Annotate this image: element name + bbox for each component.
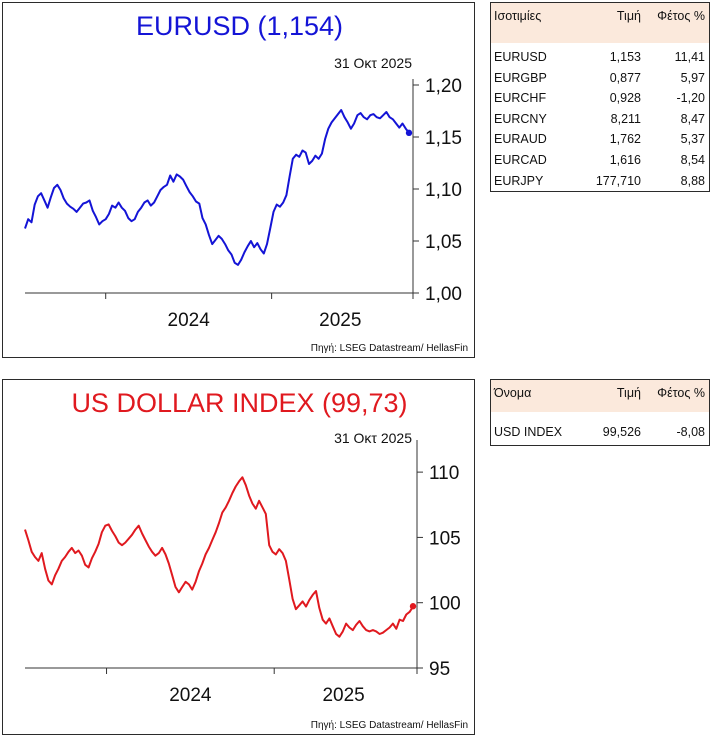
table-cell: 11,41 (674, 50, 705, 64)
eurusd-y-tick-label: 1,15 (425, 128, 462, 149)
usd-index-table: Όνομα Τιμή Φέτος % USD INDEX 99,526 -8,08 (490, 379, 710, 446)
table-header-cell: Τιμή (616, 386, 641, 400)
eurusd-y-tick-label: 1,00 (425, 284, 462, 305)
eurusd-x-tick-label: 2025 (319, 310, 361, 331)
dxy-last-value-marker (409, 603, 417, 610)
dxy-y-tick-label: 95 (429, 659, 450, 680)
eurusd-y-tick-label: 1,20 (425, 76, 462, 97)
dxy-y-tick-label: 100 (429, 594, 461, 615)
table-row-label: EURCAD (494, 153, 547, 167)
table-row-label: EURJPY (494, 173, 544, 188)
dxy-chart-source: Πηγή: LSEG Datastream/ HellasFin (310, 720, 468, 731)
table-cell: 5,37 (680, 132, 705, 147)
dxy-chart-date: 31 Οκτ 2025 (334, 430, 412, 446)
table-row-label: EURCHF (494, 91, 547, 106)
eurusd-chart-title: EURUSD (1,154) (135, 11, 344, 41)
table-cell: 8,47 (680, 111, 705, 126)
table-row-label: EURAUD (494, 132, 547, 147)
eurusd-y-tick-label: 1,10 (425, 180, 462, 201)
eurusd-last-value-marker (405, 129, 413, 137)
table-cell: 1,153 (609, 50, 641, 64)
usd-index-table-header (491, 380, 709, 412)
dxy-chart-panel: 95 100 105 110 2024 2025 US DOLLAR INDEX (99,… (2, 379, 475, 735)
table-row-label: EURUSD (494, 50, 547, 64)
table-cell: 8,88 (680, 173, 705, 188)
table-header-cell: Ισοτιμίες (494, 9, 542, 23)
table-row-label: EURGBP (494, 70, 547, 85)
table-header-cell: Φέτος % (657, 9, 705, 23)
eurusd-chart: 1,00 1,05 1,10 1,15 1,20 2024 2025 (24, 76, 462, 331)
fx-rates-table: Ισοτιμίες Τιμή Φέτος % EURUSD 1,153 11,41 EURG… (490, 2, 710, 192)
eurusd-y-tick-label: 1,05 (425, 232, 462, 253)
fx-rates-table-header (491, 3, 709, 43)
dxy-x-tick-label: 2025 (322, 685, 364, 706)
table-header-cell: Όνομα (494, 386, 532, 400)
table-cell: 177,710 (595, 173, 641, 188)
eurusd-chart-panel: 1,00 1,05 1,10 1,15 1,20 2024 2025 EURUSD (1,1… (2, 2, 475, 358)
table-header-cell: Φέτος % (657, 386, 705, 400)
table-cell: 0,928 (609, 91, 641, 106)
dxy-series-line (24, 476, 414, 638)
table-cell: 1,762 (609, 132, 641, 147)
table-cell: -8,08 (676, 425, 706, 439)
dxy-chart-title: US DOLLAR INDEX (99,73) (71, 388, 408, 418)
table-cell: 8,54 (680, 153, 705, 167)
dxy-y-tick-label: 110 (429, 463, 459, 484)
table-header-cell: Τιμή (616, 9, 641, 23)
table-cell: 8,211 (610, 111, 641, 126)
table-cell: -1,20 (676, 91, 706, 106)
dxy-chart: 95 100 105 110 2024 2025 (24, 440, 461, 706)
table-row-label: USD INDEX (494, 425, 563, 439)
table-cell: 0,877 (609, 70, 641, 85)
dxy-x-tick-label: 2024 (169, 685, 212, 706)
eurusd-chart-date: 31 Οκτ 2025 (334, 55, 412, 71)
table-cell: 5,97 (680, 70, 705, 85)
dxy-y-tick-label: 105 (429, 528, 461, 549)
table-cell: 99,526 (602, 425, 641, 439)
eurusd-x-tick-label: 2024 (168, 310, 211, 331)
table-cell: 1,616 (609, 153, 641, 167)
eurusd-series-line (24, 109, 410, 266)
table-row-label: EURCNY (494, 111, 547, 126)
eurusd-chart-source: Πηγή: LSEG Datastream/ HellasFin (310, 343, 468, 354)
